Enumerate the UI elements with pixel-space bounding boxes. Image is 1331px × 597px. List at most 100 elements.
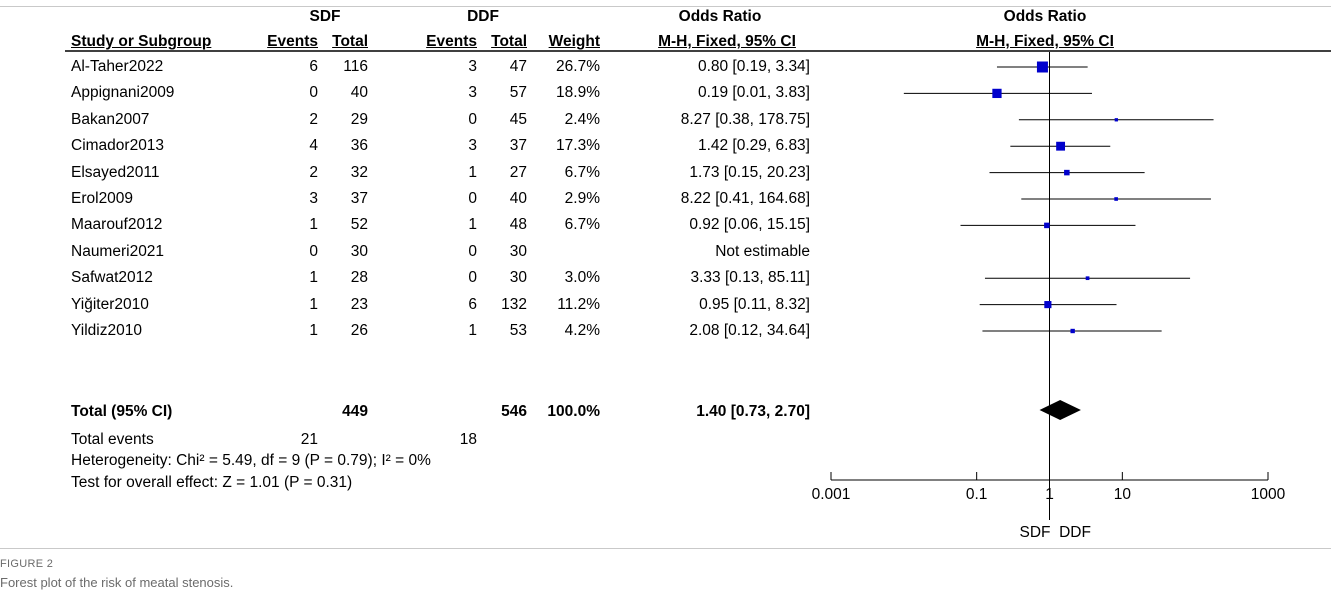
weight-cell: 11.2%	[557, 295, 600, 313]
total2-cell: 57	[509, 84, 527, 102]
events1-cell: 0	[309, 84, 318, 102]
or-ci-cell: 0.92 [0.06, 15.15]	[689, 216, 810, 234]
overall-effect-text: Test for overall effect: Z = 1.01 (P = 0…	[71, 474, 353, 491]
weight-cell: 6.7%	[564, 163, 600, 181]
events1-cell: 1	[309, 216, 318, 234]
total-weight-value: 100.0%	[547, 403, 600, 420]
or-ci-cell: 0.95 [0.11, 8.32]	[699, 295, 810, 313]
events2-cell: 1	[468, 163, 477, 181]
study-marker	[1044, 222, 1050, 229]
study-name: Cimador2013	[71, 137, 165, 155]
total1-cell: 29	[350, 110, 368, 128]
weight-cell: 6.7%	[564, 216, 600, 234]
or-ci-cell: 3.33 [0.13, 85.11]	[690, 269, 810, 287]
events1-cell: 2	[309, 110, 318, 128]
axis-tick-label: 0.1	[965, 486, 988, 503]
pooled-diamond	[1039, 400, 1081, 420]
total2-cell: 53	[509, 322, 527, 339]
total2-cell: 132	[501, 295, 527, 313]
total2-cell: 48	[509, 216, 527, 234]
study-name: Bakan2007	[71, 110, 150, 128]
events1-cell: 1	[309, 269, 318, 287]
study-marker	[1114, 197, 1118, 201]
top-divider	[0, 6, 1331, 7]
total-events1-value: 21	[300, 431, 318, 448]
axis-tick-label: 1	[1045, 486, 1054, 503]
events1-header: Events	[267, 33, 318, 50]
weight-cell: 3.0%	[564, 269, 600, 287]
total1-cell: 26	[350, 322, 368, 339]
total2-value: 546	[501, 403, 527, 420]
favours-left-label: SDF	[1019, 524, 1051, 541]
weight-cell: 2.4%	[564, 110, 600, 128]
study-name: Appignani2009	[71, 84, 175, 102]
study-marker	[1114, 118, 1118, 122]
events2-cell: 3	[468, 84, 477, 102]
weight-header: Weight	[548, 33, 600, 50]
study-name: Al-Taher2022	[71, 58, 164, 75]
pooled-or-value: 1.40 [0.73, 2.70]	[696, 403, 810, 420]
total2-cell: 47	[509, 58, 527, 75]
total1-cell: 32	[350, 163, 368, 181]
total2-header: Total	[491, 33, 527, 50]
or-ci-cell: 8.22 [0.41, 164.68]	[680, 190, 810, 207]
total-events2-value: 18	[459, 431, 477, 448]
total-events-label: Total events	[71, 431, 154, 448]
total1-cell: 36	[350, 137, 368, 155]
plot-column-title: Odds Ratio	[1003, 8, 1087, 25]
events2-cell: 0	[468, 110, 477, 128]
axis-tick-label: 10	[1113, 486, 1131, 503]
bottom-divider	[0, 548, 1331, 549]
study-name: Yiğiter2010	[71, 295, 149, 313]
events1-cell: 1	[309, 295, 318, 313]
or-ci-cell: 0.19 [0.01, 3.83]	[697, 84, 810, 102]
total2-cell: 27	[509, 163, 527, 181]
events2-cell: 0	[468, 190, 477, 207]
study-marker	[1070, 328, 1075, 334]
study-marker	[1064, 169, 1070, 176]
weight-cell: 26.7%	[556, 58, 600, 75]
or-ci-cell: 2.08 [0.12, 34.64]	[689, 322, 810, 339]
total2-cell: 37	[509, 137, 527, 155]
events2-cell: 1	[468, 322, 477, 339]
or-column-title: Odds Ratio	[678, 8, 762, 25]
group1-header: SDF	[309, 8, 341, 25]
total2-cell: 40	[509, 190, 527, 207]
heterogeneity-text: Heterogeneity: Chi² = 5.49, df = 9 (P = …	[71, 452, 431, 469]
study-name: Safwat2012	[71, 269, 153, 287]
events2-cell: 6	[468, 295, 477, 313]
study-column-header: Study or Subgroup	[71, 33, 212, 50]
study-marker	[1036, 61, 1048, 73]
figure-label: FIGURE 2	[0, 558, 54, 570]
events1-cell: 2	[309, 163, 318, 181]
figure-caption: Forest plot of the risk of meatal stenos…	[0, 575, 234, 590]
total1-cell: 37	[350, 190, 368, 207]
favours-right-label: DDF	[1059, 524, 1091, 541]
total2-cell: 45	[509, 110, 527, 128]
study-name: Yildiz2010	[71, 322, 142, 339]
group2-header: DDF	[467, 8, 499, 25]
weight-cell: 4.2%	[564, 322, 600, 339]
total1-cell: 40	[350, 84, 368, 102]
total2-cell: 30	[509, 269, 527, 287]
events1-cell: 6	[309, 58, 318, 75]
study-name: Maarouf2012	[71, 216, 163, 234]
forest-plot-graphic	[65, 50, 1331, 520]
study-name: Elsayed2011	[71, 163, 160, 181]
study-name: Naumeri2021	[71, 242, 165, 260]
study-marker	[1056, 141, 1066, 151]
or-ci-cell: 1.73 [0.15, 20.23]	[689, 163, 810, 181]
study-marker	[1085, 276, 1090, 281]
weight-cell: 2.9%	[564, 190, 600, 207]
total1-header: Total	[332, 33, 368, 50]
or-ci-cell: 0.80 [0.19, 3.34]	[697, 58, 810, 75]
weight-cell: 17.3%	[556, 137, 600, 155]
total1-cell: 28	[350, 269, 368, 287]
study-marker	[1044, 301, 1052, 309]
events2-cell: 0	[468, 269, 477, 287]
or-ci-cell: 8.27 [0.38, 178.75]	[680, 110, 810, 128]
total1-cell: 30	[350, 242, 368, 260]
events1-cell: 4	[309, 137, 318, 155]
study-name: Erol2009	[71, 190, 134, 207]
